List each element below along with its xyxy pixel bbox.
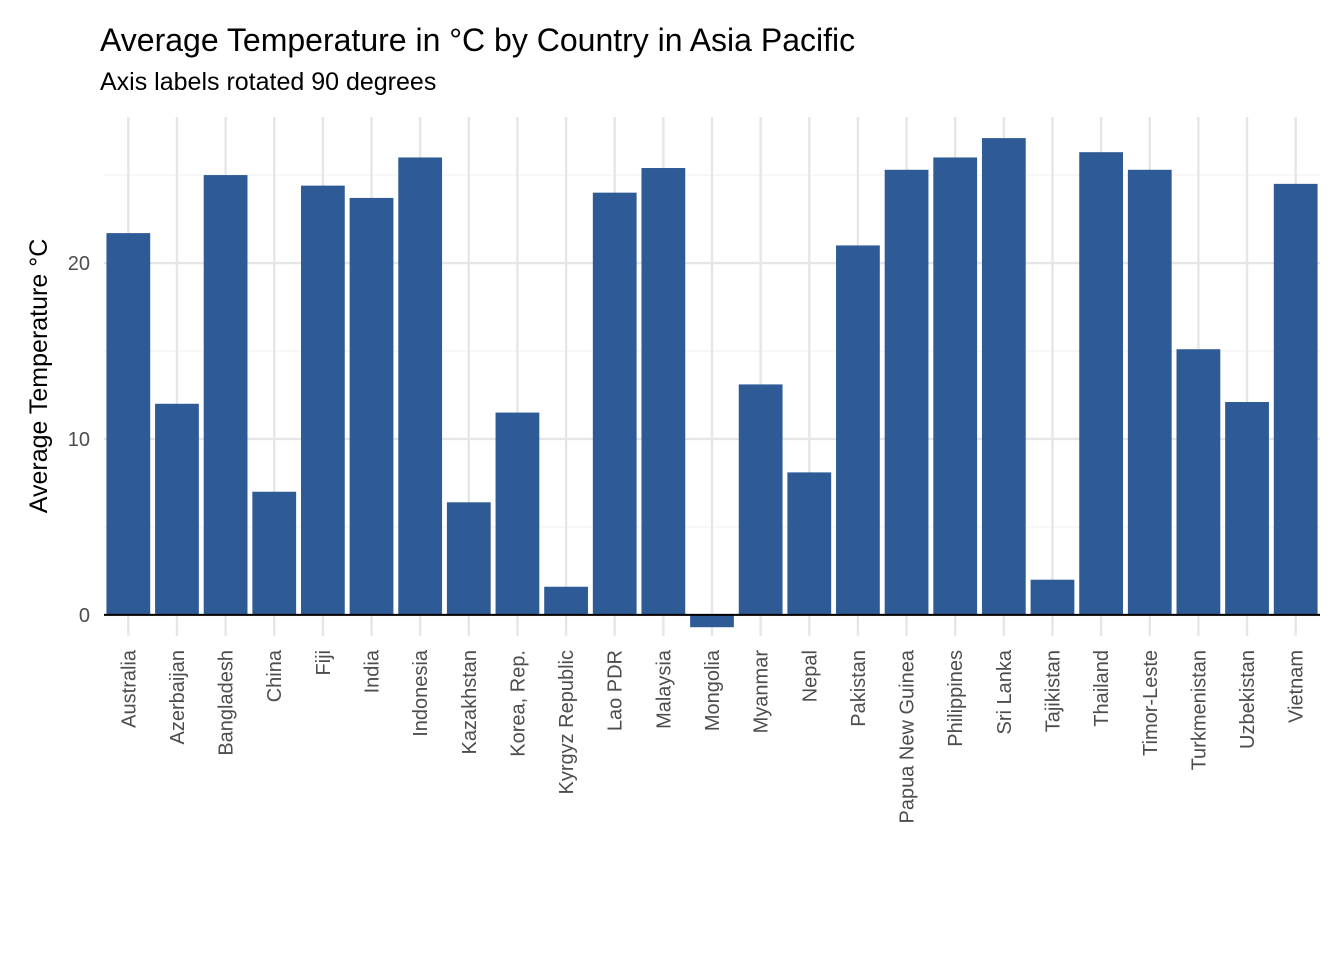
- x-tick-label: Mongolia: [702, 649, 724, 731]
- bar: [1273, 183, 1318, 615]
- y-tick-label: 0: [79, 605, 90, 627]
- x-tick-label: Thailand: [1091, 650, 1113, 727]
- bars: [106, 138, 1318, 628]
- x-tick-label: Uzbekistan: [1237, 650, 1259, 749]
- bar: [544, 586, 588, 615]
- bar: [641, 168, 686, 615]
- x-tick-label: Myanmar: [751, 650, 773, 734]
- x-tick-label: Korea, Rep.: [507, 650, 529, 757]
- x-tick-label: Vietnam: [1286, 650, 1308, 723]
- x-tick-label: Nepal: [799, 650, 821, 702]
- bar: [836, 245, 880, 615]
- x-tick-label: Australia: [118, 649, 140, 728]
- bar: [787, 472, 832, 615]
- bar: [1225, 402, 1269, 615]
- x-tick-label: Turkmenistan: [1188, 650, 1210, 770]
- bar: [1176, 349, 1221, 615]
- x-tick-label: Timor-Leste: [1140, 650, 1162, 756]
- x-tick-label: India: [362, 649, 384, 693]
- x-tick-label: Pakistan: [848, 650, 870, 727]
- bar: [738, 384, 783, 615]
- x-tick-label: Kazakhstan: [459, 650, 481, 755]
- x-tick-label: Philippines: [945, 650, 967, 747]
- bar: [592, 192, 637, 615]
- x-tick-label: Malaysia: [653, 649, 675, 729]
- x-tick-label: Sri Lanka: [994, 649, 1016, 734]
- x-tick-label: Lao PDR: [605, 650, 627, 731]
- bar: [933, 157, 978, 615]
- bar: [495, 412, 540, 615]
- chart-subtitle: Axis labels rotated 90 degrees: [100, 68, 437, 96]
- y-axis-ticks: 0 10 20: [68, 253, 90, 627]
- bar: [981, 138, 1026, 615]
- x-tick-label: Kyrgyz Republic: [556, 650, 578, 795]
- y-tick-label: 10: [68, 429, 90, 451]
- x-tick-label: China: [264, 649, 286, 702]
- x-tick-label: Bangladesh: [216, 650, 238, 756]
- y-tick-label: 20: [68, 253, 90, 275]
- bar: [884, 169, 929, 615]
- x-tick-label: Azerbaijan: [167, 650, 189, 745]
- bar: [1079, 152, 1124, 615]
- bar: [300, 185, 345, 615]
- bar: [155, 403, 199, 615]
- chart-title: Average Temperature in °C by Country in …: [100, 22, 856, 58]
- x-tick-label: Indonesia: [410, 649, 432, 737]
- x-tick-label: Fiji: [313, 650, 335, 676]
- bar: [1030, 579, 1075, 615]
- bar: [398, 157, 443, 615]
- bar: [349, 197, 394, 615]
- x-axis-ticks: Australia Azerbaijan Bangladesh China Fiji In…: [118, 649, 1307, 823]
- y-axis-title: Average Temperature °C: [25, 239, 53, 514]
- bar: [446, 502, 491, 615]
- bar: [252, 491, 297, 615]
- bar: [690, 614, 734, 628]
- x-tick-label: Papua New Guinea: [897, 649, 919, 823]
- bar: [106, 233, 151, 615]
- bar: [203, 175, 248, 615]
- x-tick-label: Tajikistan: [1042, 650, 1064, 732]
- bar: [1127, 169, 1172, 615]
